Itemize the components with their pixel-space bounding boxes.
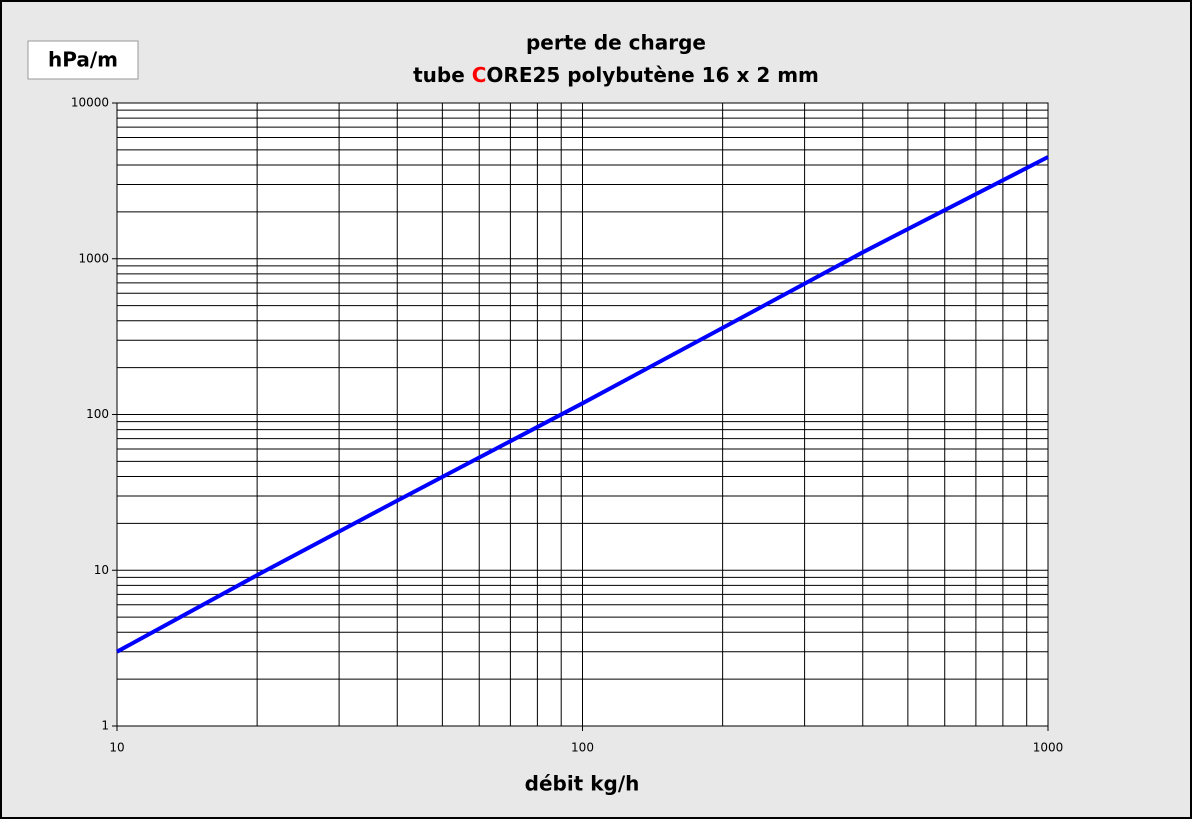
- data-line: [116, 155, 1049, 654]
- x-tick-label: 10: [109, 741, 124, 755]
- x-tick-label: 100: [571, 741, 594, 755]
- y-tick-label: 100: [86, 407, 109, 421]
- plot-border: [116, 102, 1049, 727]
- y-axis-label: hPa/m: [48, 48, 118, 72]
- chart-subtitle: tube CORE25 polybutène 16 x 2 mm: [413, 63, 819, 87]
- chart-title: perte de charge: [526, 31, 706, 55]
- y-label-box: [27, 40, 139, 80]
- y-tick-label: 10000: [71, 96, 109, 110]
- y-tick-label: 1: [101, 719, 109, 733]
- y-tick-label: 1000: [78, 251, 109, 265]
- y-tick-label: 10: [94, 563, 109, 577]
- x-axis-label: débit kg/h: [525, 772, 640, 796]
- x-tick-label: 1000: [1033, 741, 1064, 755]
